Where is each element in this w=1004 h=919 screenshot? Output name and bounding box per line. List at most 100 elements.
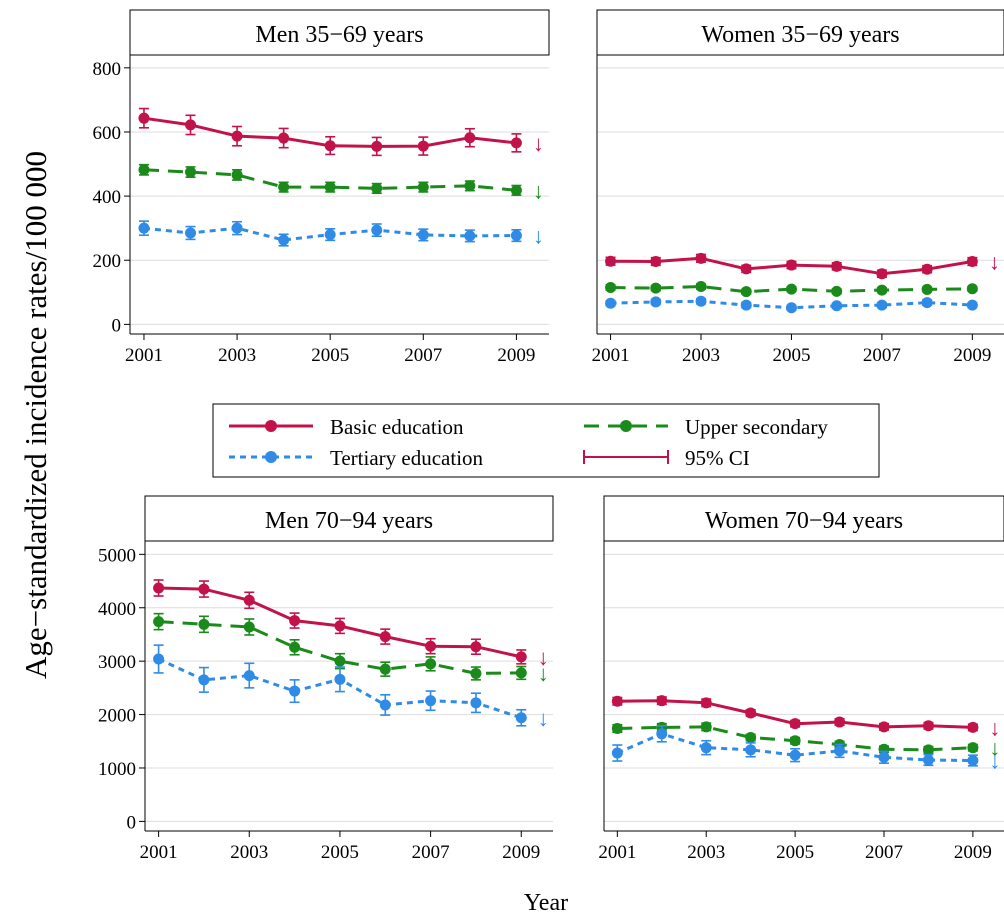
data-point [695, 281, 707, 293]
data-point [656, 728, 668, 740]
legend-key-tertiary [229, 451, 313, 463]
data-point [464, 132, 476, 144]
trend-arrow: ↓ [989, 749, 1000, 774]
series-basic-education: ↓ [605, 250, 1000, 280]
trend-arrow: ↓ [533, 131, 544, 156]
data-point [153, 616, 165, 628]
data-point [878, 721, 890, 733]
data-point [278, 132, 290, 144]
data-point [289, 615, 301, 627]
data-point [700, 697, 712, 709]
data-point [745, 732, 757, 744]
x-tick-label: 2009 [502, 842, 540, 863]
y-tick-label: 400 [93, 187, 122, 208]
series-upper-secondary [605, 281, 978, 298]
panel-header [129, 9, 550, 56]
panel-3: Men 70−94 years 2001 2003 2005 2007 2009 0 1000… [98, 495, 554, 863]
data-point [650, 256, 662, 268]
data-point [371, 182, 383, 194]
legend-label-ci: 95% CI [685, 446, 750, 470]
panel-2: Women 35−69 years 2001 2003 2005 2007 2009 ↓ [592, 9, 1004, 366]
data-point [417, 181, 429, 193]
y-tick-label: 0 [127, 812, 137, 833]
panel-header [596, 9, 1004, 56]
trend-arrow: ↓ [989, 736, 1000, 761]
data-point [185, 166, 197, 178]
data-point [878, 751, 890, 763]
y-tick-label: 800 [93, 59, 122, 80]
data-point [334, 620, 346, 632]
data-point [834, 745, 846, 757]
data-point [966, 299, 978, 311]
data-point [921, 297, 933, 309]
data-point [831, 285, 843, 297]
legend-box [212, 403, 880, 478]
series-upper-secondary: ↓ [138, 163, 544, 203]
data-point [695, 295, 707, 307]
x-tick-label: 2009 [953, 345, 991, 366]
trend-arrow: ↓ [533, 224, 544, 249]
y-tick-label: 200 [93, 251, 122, 272]
data-point [650, 296, 662, 308]
x-tick-label: 2001 [140, 842, 178, 863]
x-tick-label: 2001 [598, 842, 636, 863]
legend-key-upper [584, 420, 668, 432]
x-tick-label: 2009 [954, 842, 992, 863]
data-point [153, 653, 165, 665]
data-point [656, 695, 668, 707]
data-point [967, 721, 979, 733]
trend-arrow: ↓ [989, 250, 1000, 275]
data-point [695, 252, 707, 264]
data-point [198, 674, 210, 686]
data-point [231, 169, 243, 181]
data-point [153, 582, 165, 594]
data-point [371, 224, 383, 236]
data-point [231, 222, 243, 234]
data-point [921, 263, 933, 275]
data-point [510, 184, 522, 196]
data-point [334, 655, 346, 667]
data-point [789, 749, 801, 761]
y-tick-label: 2000 [98, 706, 136, 727]
data-point [605, 282, 617, 293]
data-point [138, 222, 150, 234]
data-point [231, 130, 243, 142]
legend-label-basic: Basic education [330, 415, 464, 439]
data-point [464, 230, 476, 242]
trend-arrow: ↓ [538, 706, 549, 731]
data-point [740, 299, 752, 311]
data-point [740, 286, 752, 298]
data-point [611, 722, 623, 734]
data-point [785, 302, 797, 314]
x-tick-label: 2003 [687, 842, 725, 863]
data-point [515, 712, 527, 724]
data-point [470, 641, 482, 653]
x-tick-label: 2007 [865, 842, 903, 863]
data-point [922, 720, 934, 732]
data-point [510, 230, 522, 242]
trend-arrow: ↓ [533, 178, 544, 203]
data-point [745, 744, 757, 756]
data-point [785, 259, 797, 271]
data-point [966, 256, 978, 268]
panel-header [603, 495, 1004, 542]
data-point [379, 699, 391, 711]
data-point [922, 754, 934, 766]
series-line [158, 620, 522, 675]
data-point [243, 670, 255, 682]
legend-label-upper: Upper secondary [685, 415, 828, 439]
x-axis-label: Year [524, 890, 568, 916]
x-tick-label: 2007 [863, 345, 901, 366]
data-point [789, 718, 801, 730]
data-point [515, 667, 527, 679]
data-point [425, 658, 437, 670]
panel-1: Men 35−69 years 2001 2003 2005 2007 2009 0 200 4… [93, 9, 550, 366]
data-point [243, 594, 255, 606]
data-point [831, 260, 843, 272]
x-tick-label: 2001 [125, 345, 163, 366]
data-point [876, 268, 888, 280]
x-tick-label: 2005 [772, 345, 810, 366]
data-point [834, 716, 846, 728]
data-point [740, 263, 752, 275]
